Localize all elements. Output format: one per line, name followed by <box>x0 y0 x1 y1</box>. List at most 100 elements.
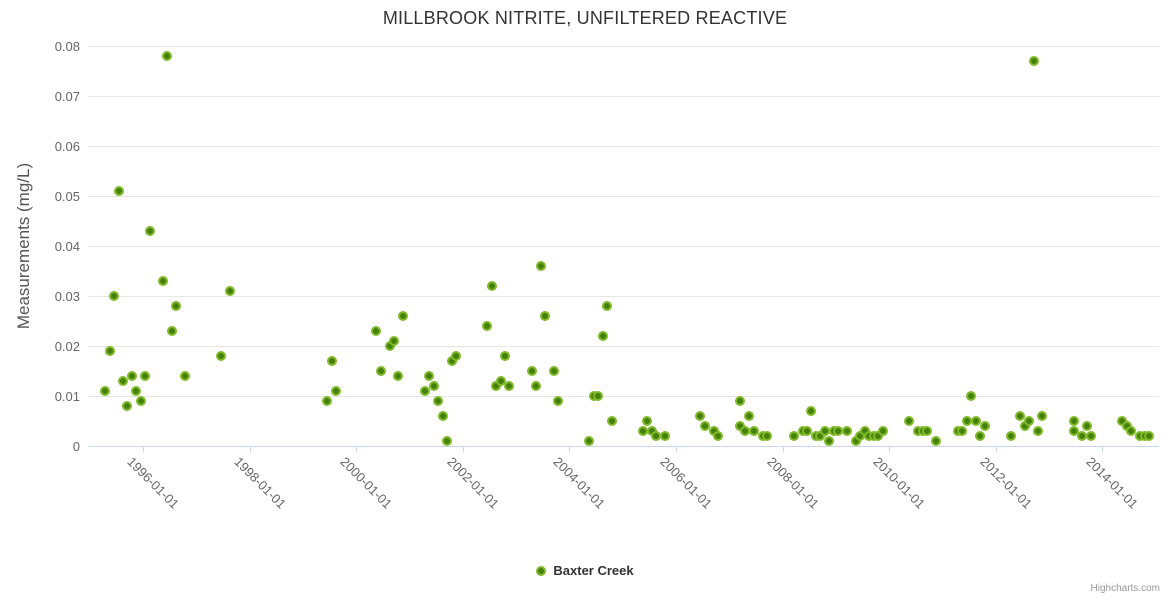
data-point[interactable] <box>762 431 773 441</box>
data-point[interactable] <box>877 426 888 436</box>
data-point[interactable] <box>215 351 226 361</box>
data-point[interactable] <box>979 421 990 431</box>
data-point[interactable] <box>606 416 617 426</box>
data-point[interactable] <box>428 381 439 391</box>
data-point[interactable] <box>491 381 502 391</box>
data-point[interactable] <box>135 396 146 406</box>
data-point[interactable] <box>1006 431 1017 441</box>
data-point[interactable] <box>1024 416 1035 426</box>
data-point[interactable] <box>873 431 884 441</box>
data-point[interactable] <box>104 346 115 356</box>
data-point[interactable] <box>699 421 710 431</box>
data-point[interactable] <box>833 426 844 436</box>
data-point[interactable] <box>424 371 435 381</box>
data-point[interactable] <box>548 366 559 376</box>
credits-link[interactable]: Highcharts.com <box>1090 583 1160 594</box>
data-point[interactable] <box>819 426 830 436</box>
data-point[interactable] <box>331 386 342 396</box>
data-point[interactable] <box>859 426 870 436</box>
data-point[interactable] <box>499 351 510 361</box>
data-point[interactable] <box>180 371 191 381</box>
data-point[interactable] <box>966 391 977 401</box>
data-point[interactable] <box>526 366 537 376</box>
data-point[interactable] <box>597 331 608 341</box>
data-point[interactable] <box>957 426 968 436</box>
data-point[interactable] <box>224 286 235 296</box>
data-point[interactable] <box>815 431 826 441</box>
data-point[interactable] <box>451 351 462 361</box>
data-point[interactable] <box>904 416 915 426</box>
data-point[interactable] <box>118 376 128 386</box>
data-point[interactable] <box>850 436 861 446</box>
data-point[interactable] <box>126 371 137 381</box>
data-point[interactable] <box>1121 421 1132 431</box>
data-point[interactable] <box>384 341 395 351</box>
data-point[interactable] <box>602 301 613 311</box>
data-point[interactable] <box>1068 426 1079 436</box>
data-point[interactable] <box>388 336 399 346</box>
data-point[interactable] <box>1028 56 1039 66</box>
data-point[interactable] <box>162 51 173 61</box>
data-point[interactable] <box>1126 426 1137 436</box>
data-point[interactable] <box>535 261 546 271</box>
data-point[interactable] <box>842 426 852 436</box>
data-point[interactable] <box>531 381 542 391</box>
data-point[interactable] <box>539 311 550 321</box>
data-point[interactable] <box>788 431 799 441</box>
data-point[interactable] <box>322 396 333 406</box>
data-point[interactable] <box>446 356 457 366</box>
data-point[interactable] <box>131 386 142 396</box>
data-point[interactable] <box>802 426 813 436</box>
data-point[interactable] <box>637 426 648 436</box>
data-point[interactable] <box>593 391 604 401</box>
data-point[interactable] <box>970 416 981 426</box>
data-point[interactable] <box>144 226 155 236</box>
data-point[interactable] <box>437 411 448 421</box>
data-point[interactable] <box>1077 431 1088 441</box>
data-point[interactable] <box>735 421 746 431</box>
data-point[interactable] <box>824 436 835 446</box>
data-point[interactable] <box>393 371 404 381</box>
data-point[interactable] <box>930 436 941 446</box>
data-point[interactable] <box>482 321 493 331</box>
data-point[interactable] <box>1032 426 1043 436</box>
data-point[interactable] <box>961 416 972 426</box>
data-point[interactable] <box>735 396 746 406</box>
data-point[interactable] <box>1117 416 1128 426</box>
data-point[interactable] <box>433 396 444 406</box>
data-point[interactable] <box>140 371 151 381</box>
data-point[interactable] <box>1068 416 1079 426</box>
data-point[interactable] <box>921 426 932 436</box>
data-point[interactable] <box>157 276 168 286</box>
data-point[interactable] <box>495 376 506 386</box>
data-point[interactable] <box>695 411 706 421</box>
data-point[interactable] <box>1086 431 1097 441</box>
data-point[interactable] <box>375 366 386 376</box>
legend-item-baxter-creek[interactable]: Baxter Creek <box>536 563 634 578</box>
data-point[interactable] <box>1019 421 1030 431</box>
data-point[interactable] <box>442 436 453 446</box>
data-point[interactable] <box>713 431 724 441</box>
data-point[interactable] <box>642 416 653 426</box>
data-point[interactable] <box>504 381 515 391</box>
data-point[interactable] <box>109 291 120 301</box>
data-point[interactable] <box>1037 411 1048 421</box>
data-point[interactable] <box>975 431 986 441</box>
data-point[interactable] <box>171 301 182 311</box>
data-point[interactable] <box>100 386 111 396</box>
data-point[interactable] <box>326 356 337 366</box>
data-point[interactable] <box>855 431 866 441</box>
data-point[interactable] <box>420 386 431 396</box>
data-point[interactable] <box>113 186 124 196</box>
data-point[interactable] <box>1081 421 1092 431</box>
data-point[interactable] <box>371 326 382 336</box>
data-point[interactable] <box>584 436 595 446</box>
data-point[interactable] <box>646 426 657 436</box>
data-point[interactable] <box>748 426 759 436</box>
data-point[interactable] <box>122 401 133 411</box>
data-point[interactable] <box>553 396 564 406</box>
data-point[interactable] <box>739 426 750 436</box>
data-point[interactable] <box>166 326 177 336</box>
data-point[interactable] <box>1015 411 1026 421</box>
data-point[interactable] <box>651 431 661 441</box>
